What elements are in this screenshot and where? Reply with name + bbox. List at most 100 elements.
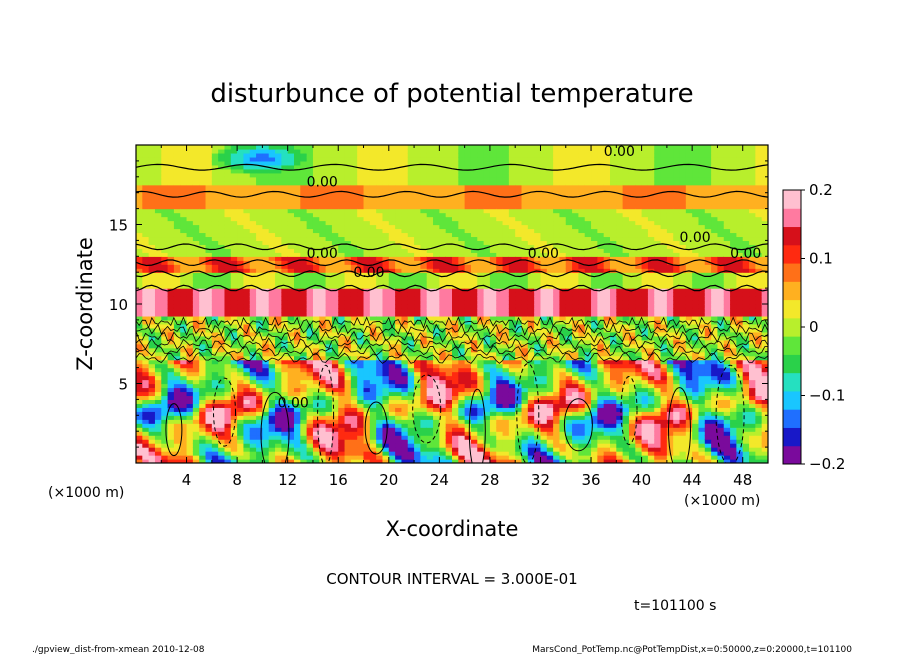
heatmap-cell xyxy=(452,284,459,289)
heatmap-cell xyxy=(142,208,150,214)
heatmap-cell xyxy=(363,335,371,341)
heatmap-cell xyxy=(464,379,472,385)
heatmap-cell xyxy=(477,423,485,428)
heatmap-cell xyxy=(205,208,213,214)
heatmap-cell xyxy=(344,351,352,357)
heatmap-cell xyxy=(502,419,510,424)
heatmap-cell xyxy=(262,351,270,357)
heatmap-cell xyxy=(154,403,162,408)
heatmap-cell xyxy=(306,415,314,420)
heatmap-cell xyxy=(199,284,207,289)
heatmap-cell xyxy=(376,351,384,357)
heatmap-cell xyxy=(186,451,194,456)
heatmap-cell xyxy=(142,260,150,265)
heatmap-cell xyxy=(262,152,270,158)
heatmap-cell xyxy=(167,264,175,269)
heatmap-cell xyxy=(414,363,421,369)
heatmap-cell xyxy=(458,383,466,389)
heatmap-cell xyxy=(325,164,333,170)
heatmap-cell xyxy=(521,403,529,408)
heatmap-cell xyxy=(477,351,485,357)
heatmap-cell xyxy=(350,256,358,261)
heatmap-cell xyxy=(300,296,308,301)
heatmap-cell xyxy=(357,347,365,353)
heatmap-cell xyxy=(369,256,377,261)
heatmap-cell xyxy=(464,152,472,158)
heatmap-cell xyxy=(243,343,251,349)
heatmap-cell xyxy=(407,268,415,273)
heatmap-cell xyxy=(167,395,175,401)
heatmap-cell xyxy=(433,224,440,230)
heatmap-cell xyxy=(262,443,270,448)
heatmap-cell xyxy=(445,403,453,408)
heatmap-cell xyxy=(294,351,301,357)
heatmap-cell xyxy=(199,307,207,313)
heatmap-cell xyxy=(319,439,327,444)
heatmap-cell xyxy=(256,391,263,397)
heatmap-cell xyxy=(294,224,301,230)
heatmap-cell xyxy=(161,244,169,249)
heatmap-cell xyxy=(508,323,516,329)
heatmap-cell xyxy=(180,168,188,174)
heatmap-cell xyxy=(331,331,339,337)
heatmap-cell xyxy=(218,292,226,297)
heatmap-cell xyxy=(262,343,270,349)
heatmap-cell xyxy=(173,371,181,377)
heatmap-cell xyxy=(350,268,358,273)
heatmap-cell xyxy=(502,307,510,313)
heatmap-cell xyxy=(218,212,226,218)
heatmap-cell xyxy=(312,455,320,460)
heatmap-cell xyxy=(306,300,314,305)
heatmap-cell xyxy=(521,327,529,333)
heatmap-cell xyxy=(344,343,352,349)
heatmap-cell xyxy=(287,212,295,218)
heatmap-cell xyxy=(237,168,245,174)
heatmap-cell xyxy=(426,427,434,432)
heatmap-cell xyxy=(211,276,219,281)
heatmap-cell xyxy=(205,260,213,265)
heatmap-cell xyxy=(148,184,156,190)
heatmap-cell xyxy=(395,379,403,385)
heatmap-cell xyxy=(192,256,200,261)
heatmap-cell xyxy=(186,351,194,357)
heatmap-cell xyxy=(508,443,516,448)
heatmap-cell xyxy=(275,327,282,333)
heatmap-cell xyxy=(281,383,289,389)
heatmap-cell xyxy=(470,260,478,265)
heatmap-cell xyxy=(275,176,282,182)
heatmap-cell xyxy=(154,367,162,373)
heatmap-cell xyxy=(319,280,327,285)
heatmap-cell xyxy=(344,443,352,448)
heatmap-cell xyxy=(180,427,188,432)
heatmap-cell xyxy=(414,379,421,385)
heatmap-cell xyxy=(395,228,403,234)
heatmap-cell xyxy=(256,431,263,436)
heatmap-cell xyxy=(218,359,226,365)
heatmap-cell xyxy=(445,240,453,245)
heatmap-cell xyxy=(224,431,232,436)
heatmap-cell xyxy=(331,252,339,257)
heatmap-cell xyxy=(376,423,384,428)
heatmap-cell xyxy=(281,311,289,317)
heatmap-cell xyxy=(136,359,143,365)
heatmap-cell xyxy=(452,264,459,269)
heatmap-cell xyxy=(477,216,485,222)
heatmap-cell xyxy=(344,260,352,265)
heatmap-cell xyxy=(325,224,333,230)
heatmap-cell xyxy=(312,379,320,385)
heatmap-cell xyxy=(407,228,415,234)
heatmap-cell xyxy=(287,180,295,186)
heatmap-cell xyxy=(275,152,282,158)
heatmap-cell xyxy=(249,371,257,377)
heatmap-cell xyxy=(407,156,415,162)
heatmap-cell xyxy=(331,423,339,428)
heatmap-cell xyxy=(192,387,200,393)
heatmap-cell xyxy=(205,423,213,428)
heatmap-cell xyxy=(331,200,339,206)
heatmap-cell xyxy=(369,268,377,273)
heatmap-cell xyxy=(363,256,371,261)
heatmap-cell xyxy=(173,264,181,269)
heatmap-cell xyxy=(180,395,188,401)
heatmap-cell xyxy=(262,439,270,444)
heatmap-cell xyxy=(148,264,156,269)
